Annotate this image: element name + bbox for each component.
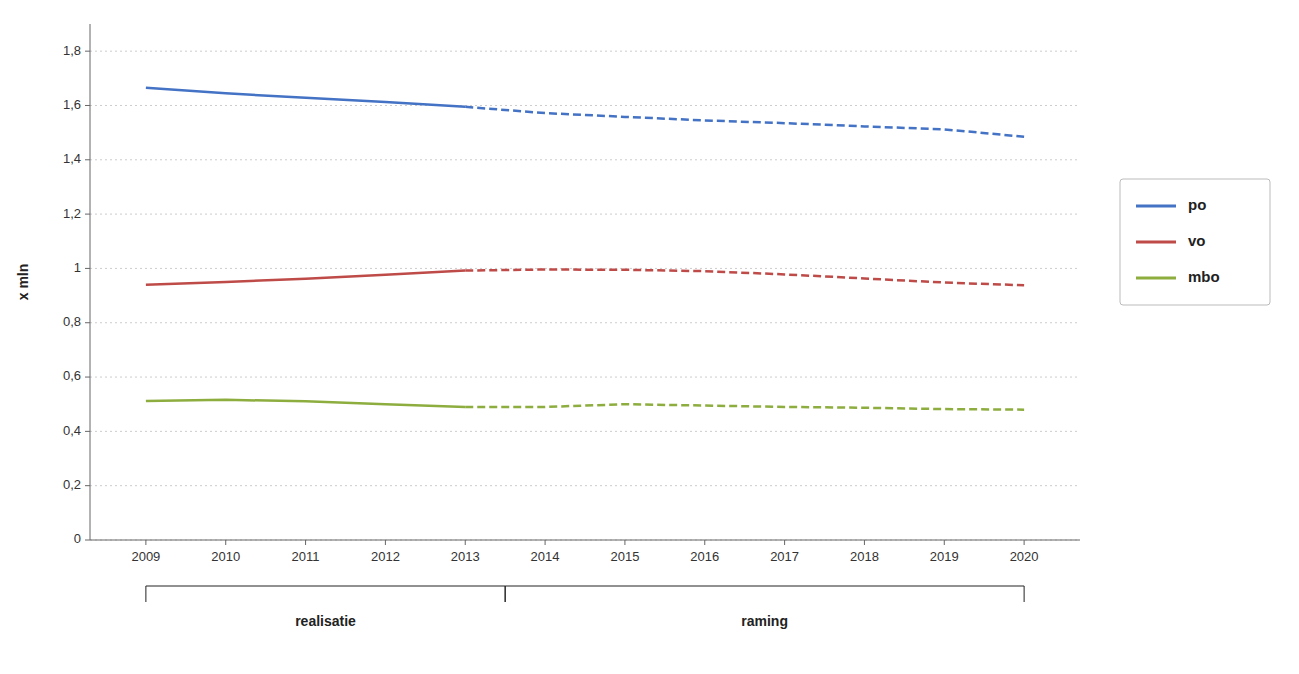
x-tick-label: 2010 bbox=[211, 549, 240, 564]
series-line bbox=[146, 88, 465, 107]
bracket-end bbox=[145, 586, 146, 602]
y-tick bbox=[85, 105, 90, 106]
grid-line bbox=[90, 322, 1080, 323]
x-tick bbox=[784, 540, 785, 545]
y-tick bbox=[85, 377, 90, 378]
grid-line bbox=[90, 377, 1080, 378]
grid-line bbox=[90, 431, 1080, 432]
y-tick-label: 0,6 bbox=[63, 368, 81, 383]
grid-line bbox=[90, 105, 1080, 106]
legend-label: po bbox=[1188, 196, 1206, 213]
y-tick bbox=[85, 159, 90, 160]
y-tick bbox=[85, 485, 90, 486]
section-brackets: realisatie raming bbox=[146, 586, 1024, 629]
x-tick bbox=[1024, 540, 1025, 545]
x-tick bbox=[385, 540, 386, 545]
grid-line bbox=[90, 159, 1080, 160]
series-line bbox=[146, 271, 465, 285]
legend-swatch bbox=[1136, 241, 1176, 244]
x-tick-label: 2015 bbox=[610, 549, 639, 564]
y-tick-label: 1,6 bbox=[63, 97, 81, 112]
x-tick-label: 2012 bbox=[371, 549, 400, 564]
y-tick bbox=[85, 51, 90, 52]
y-tick bbox=[85, 214, 90, 215]
x-tick-label: 2018 bbox=[850, 549, 879, 564]
legend: po vo mbo bbox=[1120, 179, 1270, 305]
y-axis-line bbox=[90, 24, 91, 540]
x-tick bbox=[944, 540, 945, 545]
y-tick-label: 1,4 bbox=[63, 151, 81, 166]
section-label: realisatie bbox=[295, 613, 356, 629]
series-line bbox=[465, 270, 1024, 286]
bracket-end bbox=[505, 586, 506, 602]
y-tick-label: 0,2 bbox=[63, 477, 81, 492]
y-tick-label: 0,4 bbox=[63, 423, 81, 438]
chart: 00,20,40,60,811,21,41,61,820092010201120… bbox=[0, 0, 1299, 674]
lines bbox=[146, 88, 1024, 410]
x-tick-label: 2016 bbox=[690, 549, 719, 564]
y-tick-label: 0,8 bbox=[63, 314, 81, 329]
x-tick bbox=[225, 540, 226, 545]
x-ticks: 2009 2010 2011 2012 2013 2014 2015 2016 2017 2018… bbox=[131, 540, 1038, 564]
y-axis-label: x mln bbox=[15, 264, 31, 301]
x-tick bbox=[704, 540, 705, 545]
y-tick-label: 0 bbox=[74, 531, 81, 546]
x-tick bbox=[465, 540, 466, 545]
x-tick bbox=[305, 540, 306, 545]
bracket-line bbox=[146, 586, 505, 587]
bracket-line bbox=[505, 586, 1024, 587]
grid bbox=[90, 51, 1080, 540]
grid-line bbox=[90, 214, 1080, 215]
x-tick-label: 2019 bbox=[930, 549, 959, 564]
series-line bbox=[465, 107, 1024, 137]
x-tick bbox=[864, 540, 865, 545]
bracket-end bbox=[505, 586, 506, 602]
y-tick bbox=[85, 540, 90, 541]
x-tick-label: 2013 bbox=[451, 549, 480, 564]
grid-line bbox=[90, 485, 1080, 486]
x-tick-label: 2014 bbox=[531, 549, 560, 564]
x-tick-label: 2017 bbox=[770, 549, 799, 564]
legend-swatch bbox=[1136, 205, 1176, 208]
bracket-end bbox=[1024, 586, 1025, 602]
grid-line bbox=[90, 268, 1080, 269]
x-tick-label: 2020 bbox=[1010, 549, 1039, 564]
legend-label: mbo bbox=[1188, 268, 1220, 285]
x-tick bbox=[145, 540, 146, 545]
x-axis-line bbox=[90, 540, 1080, 541]
y-ticks: 0 0,2 0,4 0,6 0,8 1 1,2 1,4 1,6 1,8 bbox=[63, 43, 90, 547]
x-tick-label: 2009 bbox=[131, 549, 160, 564]
legend-swatch bbox=[1136, 277, 1176, 280]
y-tick-label: 1,2 bbox=[63, 206, 81, 221]
x-tick-label: 2011 bbox=[292, 549, 320, 564]
grid-line bbox=[90, 540, 1080, 541]
y-tick bbox=[85, 268, 90, 269]
grid-line bbox=[90, 51, 1080, 52]
series-line bbox=[465, 404, 1024, 409]
y-tick-label: 1 bbox=[74, 260, 81, 275]
y-tick bbox=[85, 431, 90, 432]
x-tick bbox=[545, 540, 546, 545]
section-label: raming bbox=[741, 613, 788, 629]
y-tick-label: 1,8 bbox=[63, 43, 81, 58]
series-line bbox=[146, 400, 465, 407]
y-tick bbox=[85, 322, 90, 323]
legend-label: vo bbox=[1188, 232, 1206, 249]
x-tick bbox=[624, 540, 625, 545]
legend-box bbox=[1120, 179, 1270, 305]
